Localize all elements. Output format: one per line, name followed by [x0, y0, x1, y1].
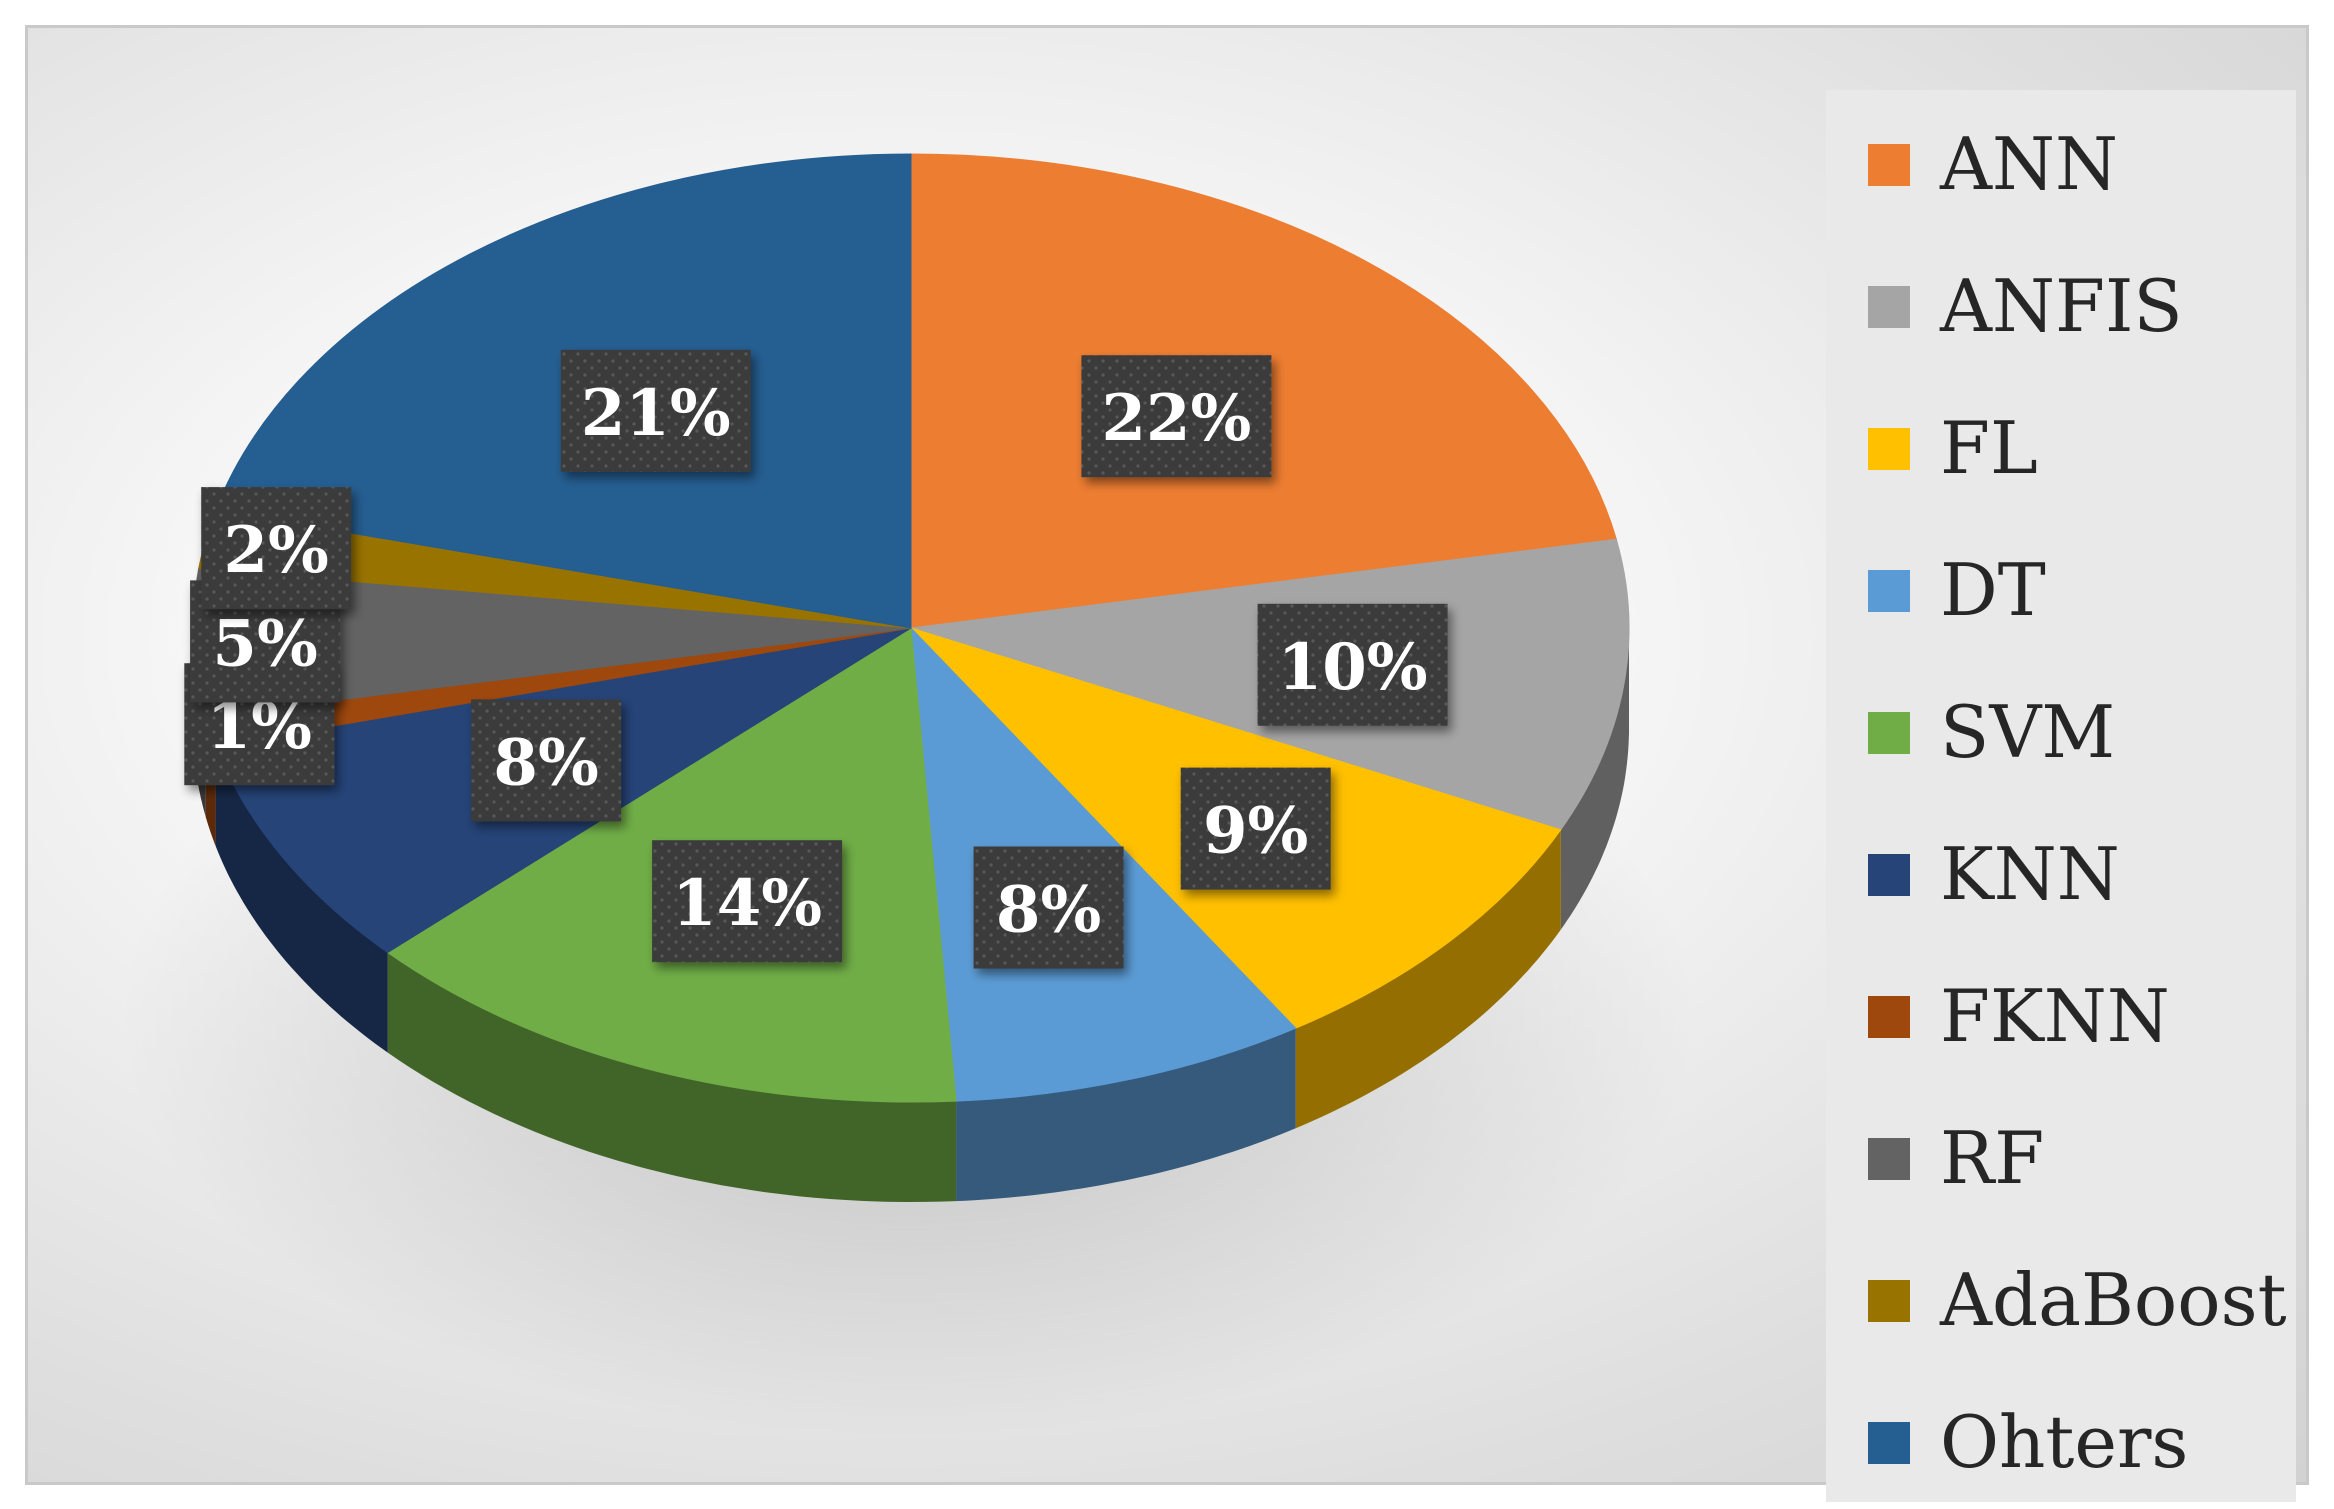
legend-item-ohters: Ohters: [1868, 1394, 2298, 1484]
data-label-svm: 14%: [652, 840, 843, 963]
pie-side-dt: [956, 1028, 1296, 1202]
data-label-box: [201, 487, 352, 610]
legend-item-dt: DT: [1868, 542, 2298, 632]
legend-item-ann: ANN: [1868, 116, 2298, 206]
data-label-box: [1180, 767, 1331, 890]
legend-item-knn: KNN: [1868, 826, 2298, 916]
legend-label: ANN: [1940, 122, 2118, 206]
data-label-text: 10%: [1278, 630, 1428, 705]
data-label-knn: 8%: [471, 699, 622, 822]
data-label-text: 21%: [581, 376, 731, 451]
legend-label: FKNN: [1940, 974, 2170, 1058]
legend-label: SVM: [1940, 690, 2116, 774]
legend-label: DT: [1940, 548, 2046, 632]
data-label-fl: 9%: [1180, 767, 1331, 890]
data-label-text: 8%: [996, 873, 1101, 948]
data-label-box: [652, 840, 843, 963]
legend-swatch: [1868, 1138, 1910, 1180]
legend-swatch: [1868, 428, 1910, 470]
legend-item-fknn: FKNN: [1868, 968, 2298, 1058]
legend-label: KNN: [1940, 832, 2120, 916]
chart-frame: 22% 10% 9% 8% 14% 8% 1% 5% 2% 21% ANN ANFIS FL DT SVM…: [25, 25, 2309, 1502]
data-label-text: 14%: [672, 866, 822, 941]
legend-item-svm: SVM: [1868, 684, 2298, 774]
legend-swatch: [1868, 1280, 1910, 1322]
legend-swatch: [1868, 1422, 1910, 1464]
pie-data-labels: 22%10%9%8%14%8%1%5%2%21%: [184, 349, 1448, 969]
legend-item-fl: FL: [1868, 400, 2298, 490]
data-label-text: 8%: [493, 725, 598, 800]
legend-label: ANFIS: [1940, 264, 2183, 348]
pie-side-anfis: [1560, 628, 1629, 930]
pie-side-svm: [387, 952, 957, 1202]
data-label-ohters: 21%: [560, 349, 751, 472]
data-label-ann: 22%: [1081, 355, 1272, 478]
legend-label: AdaBoost: [1940, 1258, 2287, 1342]
data-label-box: [973, 846, 1124, 969]
data-label-text: 9%: [1203, 794, 1308, 869]
legend-swatch: [1868, 286, 1910, 328]
data-label-box: [471, 699, 622, 822]
legend-label: Ohters: [1940, 1400, 2189, 1484]
legend-swatch: [1868, 854, 1910, 896]
data-label-text: 5%: [212, 606, 317, 681]
pie-chart: 22%10%9%8%14%8%1%5%2%21%: [118, 153, 1698, 1438]
legend-item-anfis: ANFIS: [1868, 258, 2298, 348]
data-label-anfis: 10%: [1257, 603, 1448, 726]
data-label-dt: 8%: [973, 846, 1124, 969]
legend-swatch: [1868, 144, 1910, 186]
legend-swatch: [1868, 712, 1910, 754]
legend-label: RF: [1940, 1116, 2045, 1200]
data-label-box: [1081, 355, 1272, 478]
data-label-box: [560, 349, 751, 472]
data-label-adaboost: 2%: [201, 487, 352, 610]
data-label-text: 2%: [224, 513, 329, 588]
legend-swatch: [1868, 570, 1910, 612]
legend-item-adaboost: AdaBoost: [1868, 1252, 2298, 1342]
legend-swatch: [1868, 996, 1910, 1038]
legend-label: FL: [1940, 406, 2038, 490]
legend: ANN ANFIS FL DT SVM KNN FKNN RF AdaBoost Ohters: [1826, 90, 2296, 1502]
data-label-box: [1257, 603, 1448, 726]
pie-side-knn: [215, 745, 388, 1053]
pie-sides: [193, 628, 1629, 1202]
data-label-text: 22%: [1101, 381, 1251, 456]
legend-item-rf: RF: [1868, 1110, 2298, 1200]
